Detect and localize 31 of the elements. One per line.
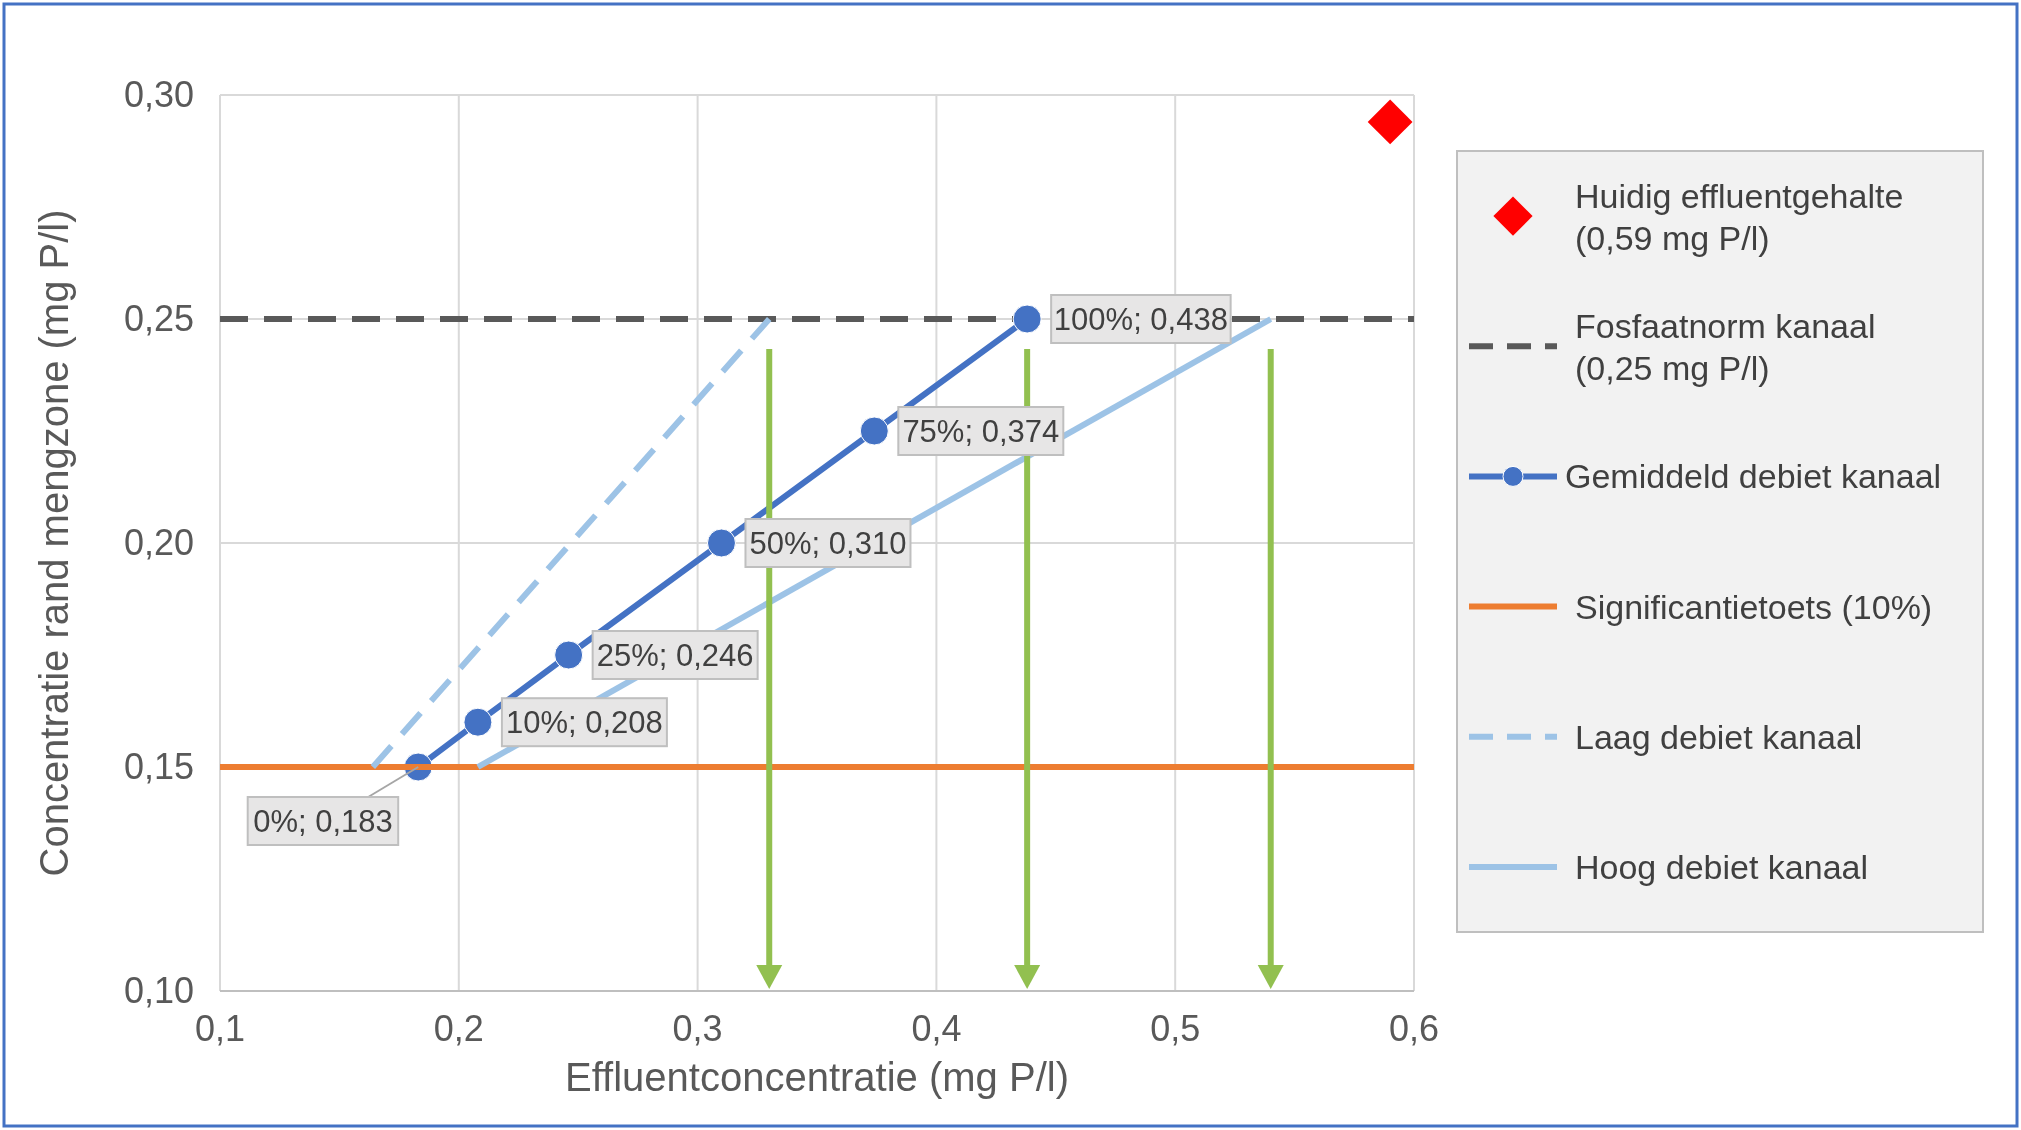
legend-label: Gemiddeld debiet kanaal — [1565, 457, 1942, 496]
point — [1367, 99, 1413, 145]
x-tick-label: 0,5 — [1150, 1008, 1201, 1049]
y-tick-label: 0,20 — [123, 522, 194, 563]
x-tick-label: 0,2 — [433, 1008, 484, 1049]
legend-label: Significantietoets (10%) — [1575, 587, 1933, 626]
y-tick-label: 0,10 — [123, 970, 194, 1011]
y-tick-label: 0,25 — [123, 298, 194, 339]
legend-label: Fosfaatnorm kanaal (0,25 mg P/l) — [1575, 307, 1876, 388]
x-tick-label: 0,1 — [194, 1008, 246, 1049]
point — [706, 528, 736, 558]
x-tick-label: 0,3 — [672, 1008, 723, 1049]
point — [859, 416, 889, 446]
x-axis-title: Effluentconcentratie (mg P/l) — [565, 1055, 1069, 1099]
annotation: 50%; 0,310 — [749, 526, 907, 561]
point — [554, 640, 584, 670]
legend-label: Laag debiet kanaal — [1575, 717, 1863, 756]
annotation: 0%; 0,183 — [253, 804, 393, 839]
annotation: 25%; 0,246 — [596, 638, 754, 673]
point — [463, 707, 493, 737]
y-tick-label: 0,15 — [123, 746, 194, 787]
x-tick-label: 0,4 — [911, 1008, 962, 1049]
annotation: 75%; 0,374 — [902, 414, 1060, 449]
y-axis-title: Concentratie rand mengzone (mg P/l) — [32, 209, 76, 877]
x-tick-label: 0,6 — [1388, 1008, 1440, 1049]
y-tick-label: 0,30 — [123, 74, 194, 115]
annotation: 10%; 0,208 — [505, 705, 663, 741]
legend-label: Hoog debiet kanaal — [1575, 847, 1869, 886]
legend-label: Huidig effluentgehalte (0,59 mg P/l) — [1575, 177, 1904, 258]
point — [1012, 304, 1042, 334]
annotation: 100%; 0,438 — [1053, 302, 1228, 337]
